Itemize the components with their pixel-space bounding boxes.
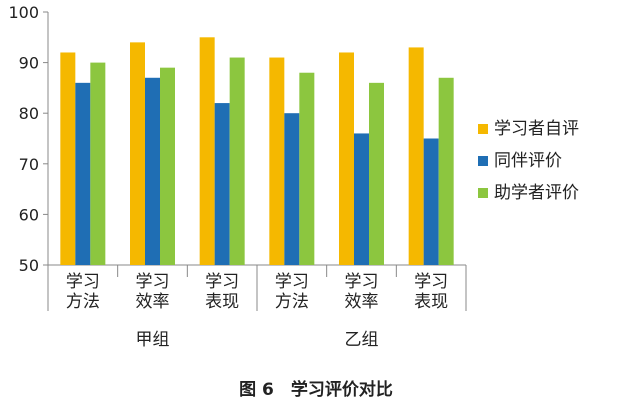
x-tick-label: 学习 xyxy=(414,272,448,292)
y-tick-label: 50 xyxy=(19,256,39,275)
figure-caption: 图 6 学习评价对比 xyxy=(239,379,393,400)
x-tick-label: 效率 xyxy=(345,292,379,312)
legend-label-2: 同伴评价 xyxy=(494,151,562,171)
bar-3-cat-3 xyxy=(229,57,245,265)
x-tick-label: 学习 xyxy=(66,272,100,292)
legend-swatch-3 xyxy=(478,188,488,198)
bar-1-cat-2 xyxy=(130,42,145,265)
bar-3-cat-6 xyxy=(438,77,454,265)
x-tick-label: 学习 xyxy=(345,272,379,292)
legend-label-3: 助学者评价 xyxy=(494,183,579,203)
y-tick-label: 90 xyxy=(19,54,39,73)
bar-3-cat-2 xyxy=(160,67,175,265)
legend-swatch-1 xyxy=(478,124,488,134)
x-tick-label: 表现 xyxy=(414,292,448,312)
group-label-2: 乙组 xyxy=(345,330,379,350)
x-tick-label: 表现 xyxy=(205,292,239,312)
group-label-1: 甲组 xyxy=(136,330,170,350)
legend-label-1: 学习者自评 xyxy=(494,119,579,139)
x-tick-label: 方法 xyxy=(66,292,100,312)
x-tick-label: 学习 xyxy=(136,272,170,292)
bar-3-cat-5 xyxy=(369,82,384,265)
bar-1-cat-3 xyxy=(199,37,215,265)
y-tick-label: 70 xyxy=(19,155,39,174)
y-tick-label: 100 xyxy=(8,3,39,22)
bar-1-cat-5 xyxy=(339,52,354,266)
legend-swatch-2 xyxy=(478,156,488,166)
bar-2-cat-1 xyxy=(75,82,91,265)
x-tick-label: 学习 xyxy=(205,272,239,292)
y-tick-label: 80 xyxy=(19,104,39,123)
bar-1-cat-6 xyxy=(408,47,424,265)
bar-3-cat-4 xyxy=(299,72,315,265)
x-tick-label: 方法 xyxy=(275,292,309,312)
bar-1-cat-1 xyxy=(60,52,76,266)
bar-2-cat-2 xyxy=(145,77,160,265)
x-tick-label: 效率 xyxy=(136,292,170,312)
bar-2-cat-5 xyxy=(354,133,369,265)
bar-1-cat-4 xyxy=(269,57,285,265)
x-tick-label: 学习 xyxy=(275,272,309,292)
bar-2-cat-4 xyxy=(284,113,300,265)
bar-2-cat-3 xyxy=(214,103,230,265)
y-tick-label: 60 xyxy=(19,205,39,224)
bar-3-cat-1 xyxy=(90,62,106,265)
bar-2-cat-6 xyxy=(423,138,439,265)
